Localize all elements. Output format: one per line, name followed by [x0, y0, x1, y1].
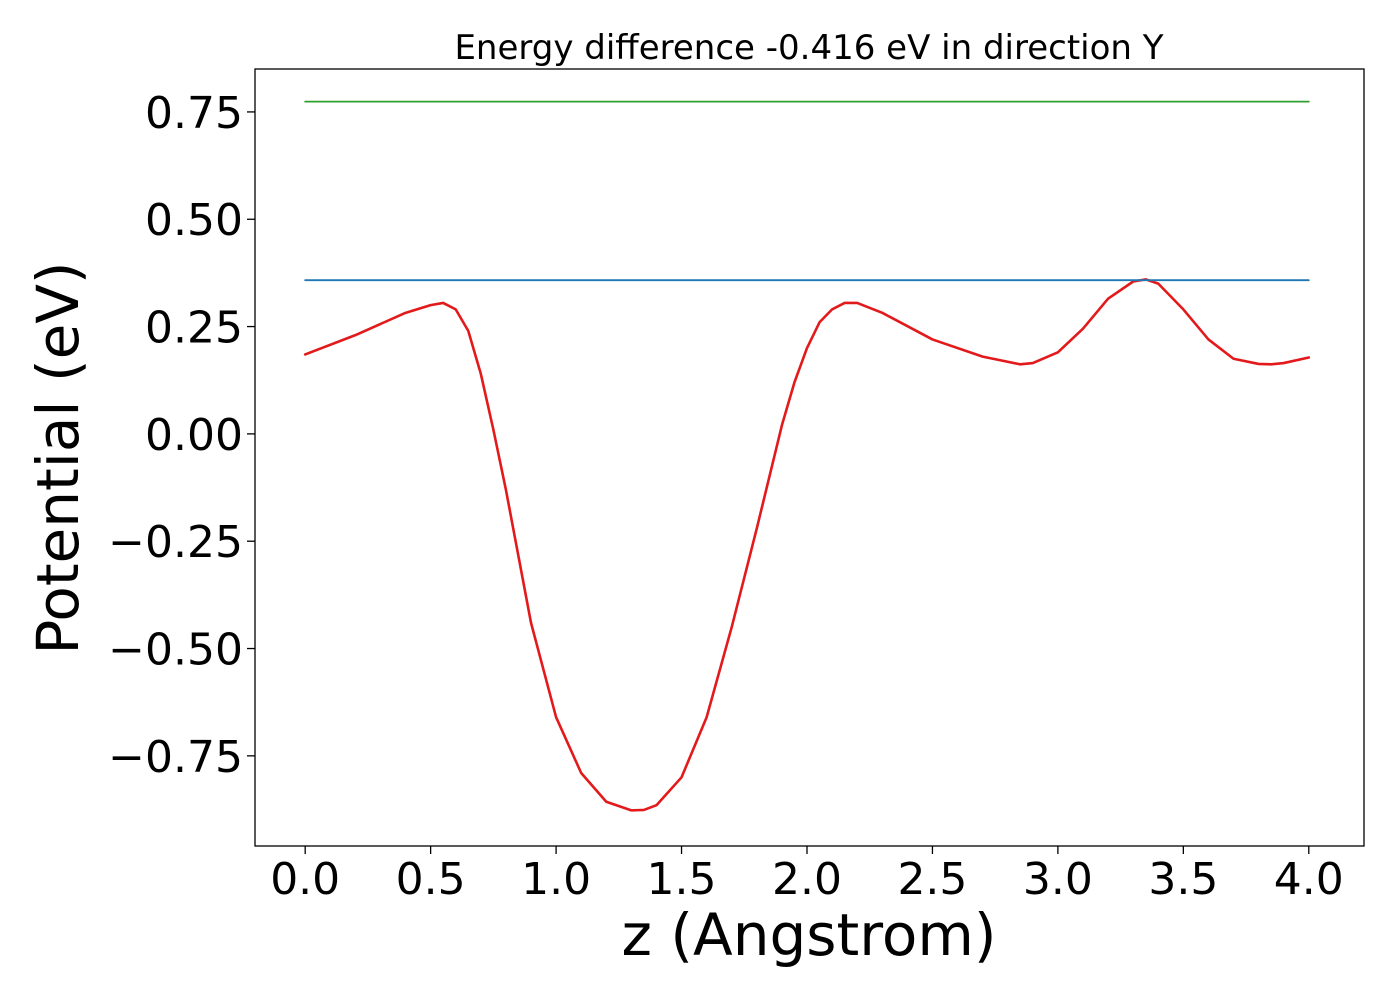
series-potential	[303, 278, 1311, 812]
y-tick-label: −0.50	[108, 625, 243, 676]
x-tick-label: 1.5	[647, 854, 717, 905]
x-tick-label: 3.0	[1023, 854, 1093, 905]
y-tick-label: −0.75	[108, 732, 243, 783]
x-tick-label: 4.0	[1274, 854, 1344, 905]
y-axis-label: Potential (eV)	[24, 261, 92, 654]
y-tick-label: −0.25	[108, 517, 243, 568]
x-tick-label: 0.0	[270, 854, 340, 905]
y-tick-label: 0.50	[145, 195, 243, 246]
y-tick-label: 0.00	[145, 410, 243, 461]
y-axis: 0.75 0.50 0.25 0.00 −0.25 −0.50 −0.75	[108, 88, 255, 783]
x-tick-label: 2.0	[772, 854, 842, 905]
chart-title: Energy difference -0.416 eV in direction…	[454, 28, 1163, 68]
x-tick-label: 0.5	[396, 854, 466, 905]
x-tick-label: 1.0	[521, 854, 591, 905]
y-tick-label: 0.25	[145, 303, 243, 354]
y-tick-label: 0.75	[145, 88, 243, 139]
x-axis-label: z (Angstrom)	[622, 901, 997, 969]
plot-frame	[254, 68, 1365, 847]
plot-area	[303, 100, 1311, 812]
x-tick-label: 3.5	[1148, 854, 1218, 905]
x-axis: 0.0 0.5 1.0 1.5 2.0 2.5 3.0 3.5 4.0	[270, 846, 1344, 905]
x-tick-label: 2.5	[897, 854, 967, 905]
